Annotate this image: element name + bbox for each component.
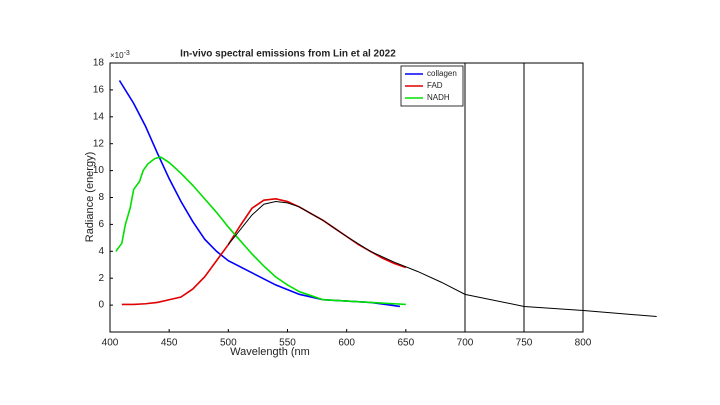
y-tick-label: 6 [98, 219, 104, 230]
x-tick-label: 550 [279, 338, 296, 349]
x-tick-label: 500 [220, 338, 237, 349]
series-line [121, 198, 407, 306]
y-multiplier: ×10-3 [110, 50, 130, 60]
y-axis-label: Radiance (energy) [84, 152, 96, 243]
y-tick-label: 4 [98, 246, 104, 257]
x-tick-label: 700 [457, 338, 474, 349]
legend-label: FAD [427, 81, 443, 90]
x-tick-label: 750 [516, 338, 533, 349]
x-tick-label: 400 [102, 338, 119, 349]
multiplier-base: ×10 [110, 51, 124, 60]
y-tick-label: 12 [93, 138, 105, 149]
y-tick-label: 0 [98, 300, 104, 311]
legend-label: collagen [427, 69, 457, 78]
series-line [227, 201, 657, 318]
chart-title: In-vivo spectral emissions from Lin et a… [180, 49, 396, 60]
y-tick-label: 18 [93, 58, 105, 69]
multiplier-exponent: -3 [124, 50, 130, 57]
y-tick-label: 14 [93, 111, 105, 122]
x-tick-label: 800 [575, 338, 592, 349]
series-line [115, 156, 406, 306]
y-tick-label: 10 [93, 165, 105, 176]
legend-label: NADH [427, 93, 450, 102]
x-axis-label: Wavelength (nm [230, 346, 310, 358]
y-tick-label: 8 [98, 192, 104, 203]
y-tick-label: 2 [98, 273, 104, 284]
y-tick-label: 16 [93, 85, 105, 96]
x-tick-label: 650 [397, 338, 414, 349]
x-tick-label: 450 [161, 338, 178, 349]
x-tick-label: 600 [338, 338, 355, 349]
